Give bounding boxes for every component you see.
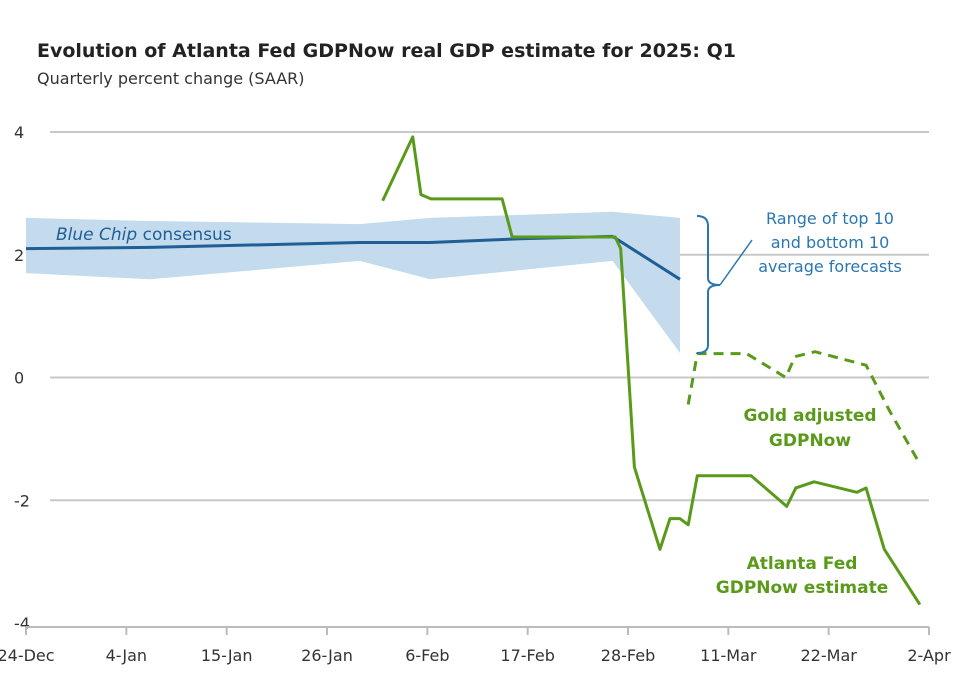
range-label-line-3: average forecasts <box>758 257 902 276</box>
x-tick-label: 28-Feb <box>601 646 655 665</box>
y-tick-label: 0 <box>14 369 24 388</box>
range-bracket <box>696 215 721 354</box>
x-tick-label: 26-Jan <box>301 646 353 665</box>
x-tick-label: 22-Mar <box>801 646 858 665</box>
gold-label-line-2: GDPNow <box>769 431 851 451</box>
series-line-gold-adjusted-gdpnow <box>686 350 922 465</box>
chart-subtitle: Quarterly percent change (SAAR) <box>37 69 305 88</box>
y-tick-label: 4 <box>14 123 24 142</box>
chart-title: Evolution of Atlanta Fed GDPNow real GDP… <box>37 40 736 62</box>
gdpnow-label-line-1: Atlanta Fed <box>747 554 858 574</box>
series-line-atlanta-fed-gdpnow-estimate <box>381 135 922 606</box>
range-label-line-1: Range of top 10 <box>766 209 894 228</box>
x-tick-label: 6-Feb <box>405 646 449 665</box>
x-tick-label: 17-Feb <box>500 646 554 665</box>
gold-label-line-1: Gold adjusted <box>743 406 876 426</box>
x-axis: 24-Dec 4-Jan 15-Jan 26-Jan 6-Feb 17-Feb 28-Feb… <box>0 626 951 665</box>
x-tick-label: 4-Jan <box>106 646 148 665</box>
blue-chip-label-italic: Blue Chip <box>56 225 137 245</box>
x-tick-label: 24-Dec <box>0 646 55 665</box>
blue-chip-label: Blue Chip consensus <box>56 225 232 245</box>
y-tick-label: -4 <box>14 614 30 633</box>
x-tick-label: 2-Apr <box>907 646 951 665</box>
blue-chip-label-rest: consensus <box>137 225 232 245</box>
x-tick-label: 15-Jan <box>201 646 253 665</box>
x-tick-label: 11-Mar <box>700 646 757 665</box>
range-leader-line <box>719 239 753 286</box>
range-label-line-2: and bottom 10 <box>771 233 890 252</box>
y-tick-label: 2 <box>14 246 24 265</box>
series-lines <box>25 135 922 606</box>
gdpnow-label-line-2: GDPNow estimate <box>716 578 889 598</box>
y-tick-label: -2 <box>14 491 30 510</box>
y-axis-ticks: 4 2 0 -2 -4 <box>14 123 30 633</box>
